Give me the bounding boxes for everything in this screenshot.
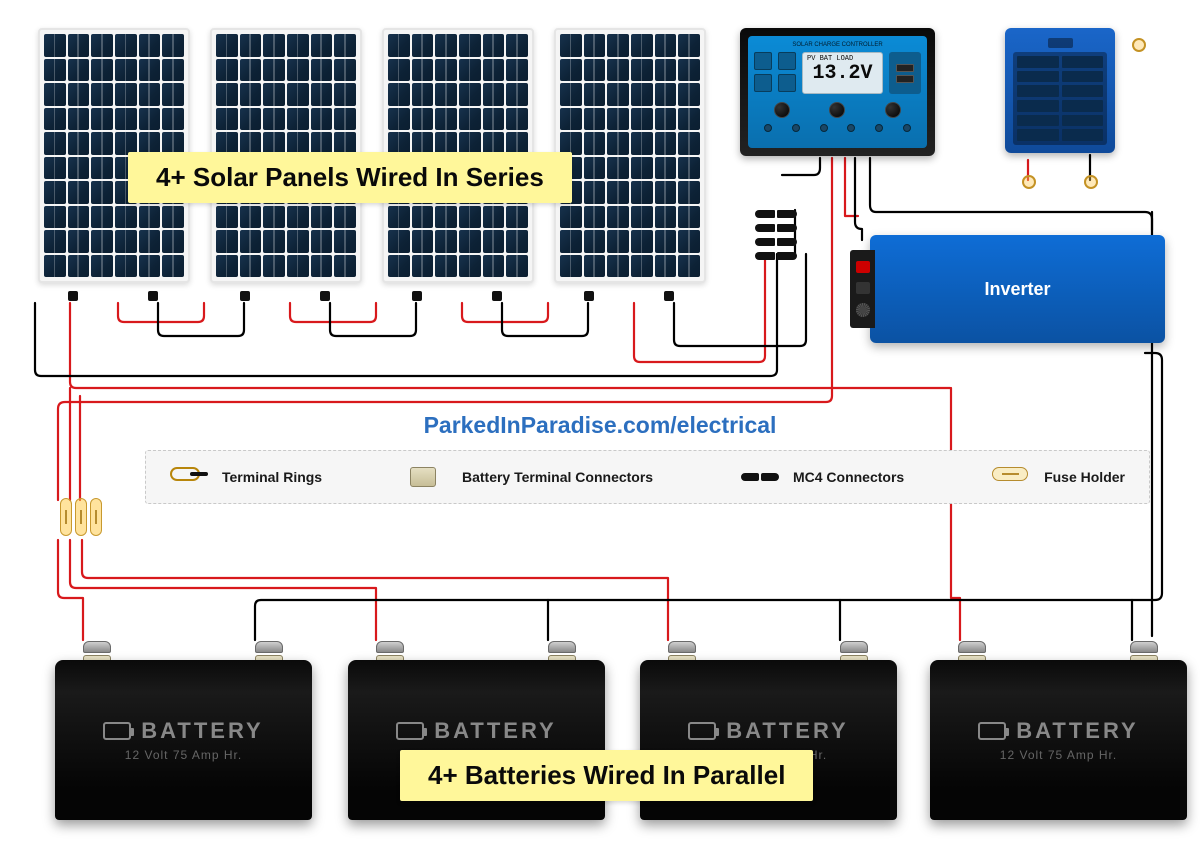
batteries-banner: 4+ Batteries Wired In Parallel <box>400 750 813 801</box>
mc4-lead <box>240 291 250 301</box>
battery-sublabel: 12 Volt 75 Amp Hr. <box>125 748 242 762</box>
battery: BATTERY 12 Volt 75 Amp Hr. <box>55 635 312 820</box>
mc4-lead <box>68 291 78 301</box>
inverter-label: Inverter <box>984 279 1050 300</box>
battery-label: BATTERY <box>1016 718 1138 744</box>
mc4-lead <box>492 291 502 301</box>
diagram-canvas: 4+ Solar Panels Wired In Series SOLAR CH… <box>0 0 1200 858</box>
battery-label: BATTERY <box>434 718 556 744</box>
controller-lcd: PV BAT LOAD 13.2V <box>802 52 883 94</box>
mc4-lead <box>584 291 594 301</box>
battery-icon <box>978 722 1006 740</box>
source-url: ParkedInParadise.com/electrical <box>424 412 777 439</box>
battery: BATTERY 12 Volt 75 Amp Hr. <box>930 635 1187 820</box>
ring-icon <box>170 467 200 481</box>
ring-terminal-icon <box>1022 175 1036 189</box>
legend-item-terminal-rings: Terminal Rings <box>170 467 322 487</box>
controller-btn[interactable] <box>754 52 772 70</box>
controller-knob[interactable] <box>829 102 845 118</box>
battery-label: BATTERY <box>726 718 848 744</box>
battery-icon <box>103 722 131 740</box>
legend-item-mc4: MC4 Connectors <box>741 467 904 487</box>
mc4-lead <box>664 291 674 301</box>
ring-terminal-icon <box>1132 38 1146 52</box>
inline-fuse-holders <box>60 498 102 536</box>
battery-label: BATTERY <box>141 718 263 744</box>
mc4-lead <box>320 291 330 301</box>
inverter: Inverter <box>870 235 1165 343</box>
mc4-lead <box>412 291 422 301</box>
clamp-icon <box>410 467 436 487</box>
ring-terminal-icon <box>1084 175 1098 189</box>
battery-icon <box>396 722 424 740</box>
legend-item-battery-connectors: Battery Terminal Connectors <box>410 467 653 487</box>
panels-banner: 4+ Solar Panels Wired In Series <box>128 152 572 203</box>
controller-title: SOLAR CHARGE CONTROLLER <box>754 42 921 48</box>
charge-controller: SOLAR CHARGE CONTROLLER PV BAT LOAD 13.2… <box>740 28 935 156</box>
controller-knob[interactable] <box>885 102 901 118</box>
controller-btn[interactable] <box>778 52 796 70</box>
mc4-lead <box>148 291 158 301</box>
controller-knob[interactable] <box>774 102 790 118</box>
legend-item-fuse-holder: Fuse Holder <box>992 467 1125 487</box>
controller-btn[interactable] <box>778 74 796 92</box>
fuse-icon <box>992 467 1028 481</box>
fuse-box <box>1005 28 1115 153</box>
battery-icon <box>688 722 716 740</box>
solar-panel <box>554 28 706 283</box>
inverter-ports <box>850 250 875 328</box>
mc4-cluster <box>755 210 797 260</box>
battery-sublabel: 12 Volt 75 Amp Hr. <box>1000 748 1117 762</box>
controller-btn[interactable] <box>754 74 772 92</box>
mc4-icon <box>741 467 781 487</box>
legend-box: Terminal Rings Battery Terminal Connecto… <box>145 450 1150 504</box>
controller-usb <box>889 52 921 94</box>
